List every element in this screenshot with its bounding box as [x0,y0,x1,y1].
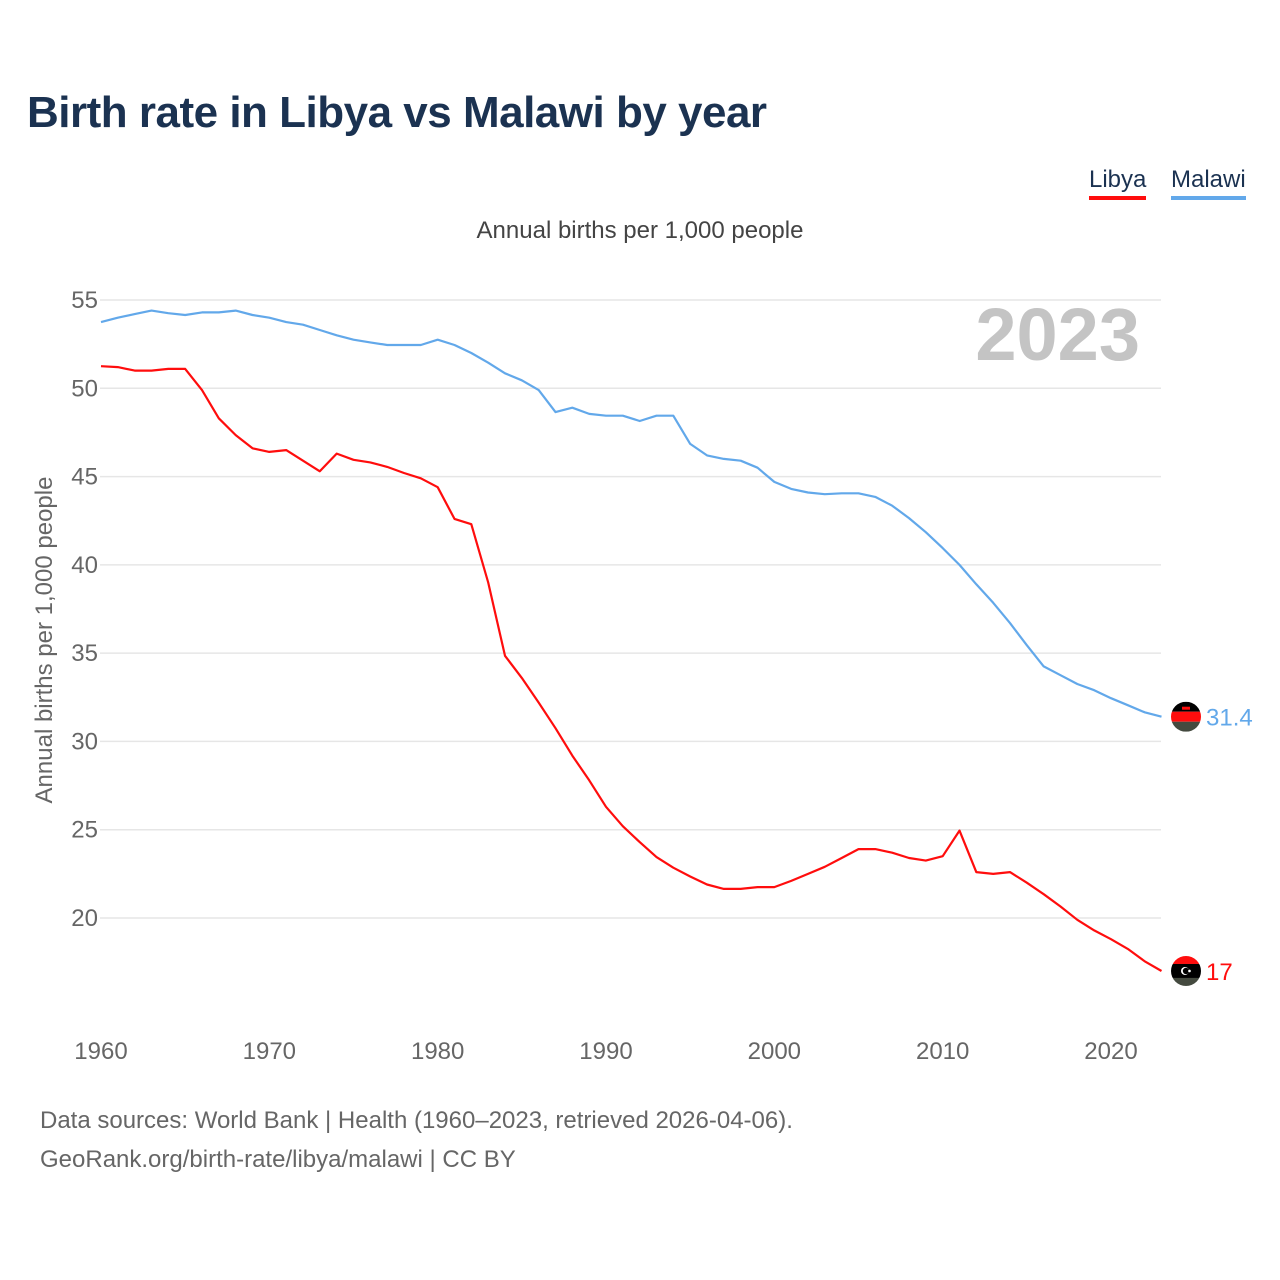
series-line-malawi [100,309,1162,718]
y-tick-label: 50 [71,375,98,402]
flag-malawi-icon [1171,701,1201,732]
footer-sources: Data sources: World Bank | Health (1960–… [40,1107,793,1134]
y-tick-label: 35 [71,640,98,667]
x-tick-label: 1970 [243,1038,296,1065]
year-watermark: 2023 [975,293,1140,376]
legend-libya[interactable]: Libya [1089,166,1147,200]
footer-link[interactable]: GeoRank.org/birth-rate/libya/malawi | CC… [40,1146,516,1173]
chart-title: Birth rate in Libya vs Malawi by year [27,88,767,137]
y-axis-label: Annual births per 1,000 people [31,477,58,804]
x-tick-label: 1980 [411,1038,464,1065]
x-tick-label: 2000 [748,1038,801,1065]
y-tick-label: 40 [71,552,98,579]
x-tick-label: 2010 [916,1038,969,1065]
y-tick-label: 30 [71,728,98,755]
end-value-label-libya: 17 [1206,959,1233,986]
y-tick-label: 25 [71,817,98,844]
x-tick-label: 2020 [1084,1038,1137,1065]
chart-subtitle: Annual births per 1,000 people [476,217,804,244]
series-line-libya [100,365,1163,972]
flag-libya-icon [1171,955,1201,986]
y-tick-label: 20 [71,905,98,932]
y-tick-label: 45 [71,464,98,491]
x-tick-label: 1960 [74,1038,127,1065]
y-tick-label: 55 [71,287,98,314]
legend-malawi[interactable]: Malawi [1171,166,1246,200]
end-value-label-malawi: 31.4 [1206,705,1253,732]
x-tick-label: 1990 [579,1038,632,1065]
